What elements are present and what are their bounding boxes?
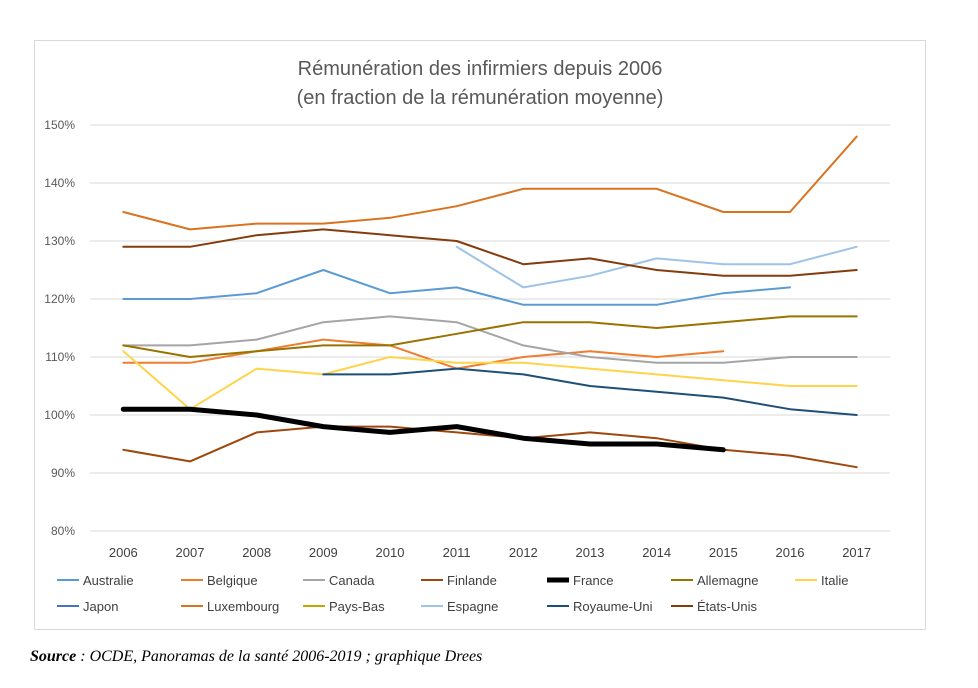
y-tick-label: 110%	[45, 350, 75, 364]
series-line--tats-unis	[122, 228, 858, 277]
legend-label: Finlande	[447, 573, 497, 588]
series-line-finlande	[122, 425, 858, 469]
legend-label: Allemagne	[697, 573, 758, 588]
series-line-luxembourg	[122, 135, 858, 231]
legend-label: Italie	[821, 573, 848, 588]
series-line-italie	[122, 350, 858, 411]
legend-label: Japon	[83, 599, 118, 614]
x-tick-label: 2011	[443, 545, 471, 560]
legend-label: Belgique	[207, 573, 258, 588]
y-tick-label: 90%	[51, 466, 75, 480]
y-tick-label: 80%	[51, 524, 75, 538]
series-line-canada	[122, 315, 858, 364]
y-tick-label: 140%	[44, 176, 75, 190]
x-tick-label: 2008	[242, 545, 271, 560]
series-line-france	[120, 406, 726, 453]
chart-title: Rémunération des infirmiers depuis 2006	[298, 58, 663, 80]
source-text: : OCDE, Panoramas de la santé 2006-2019 …	[76, 648, 483, 665]
legend: Australie Belgique Canada Finlande France All…	[57, 573, 848, 614]
x-axis-ticks: 2006 2007 2008 2009 2010 2011 2012 2013 2014 2015…	[109, 545, 871, 560]
y-tick-label: 100%	[44, 408, 75, 422]
x-tick-label: 2017	[842, 545, 871, 560]
x-tick-label: 2007	[176, 545, 205, 560]
y-axis-ticks: 80% 90% 100% 110% 120% 130% 140% 150%	[44, 118, 75, 538]
legend-label: États-Unis	[697, 599, 757, 614]
series-line-belgique	[122, 338, 725, 370]
series-line-australie	[122, 269, 791, 306]
x-tick-label: 2016	[776, 545, 805, 560]
x-tick-label: 2006	[109, 545, 138, 560]
x-tick-label: 2013	[576, 545, 605, 560]
legend-label: Pays-Bas	[329, 599, 385, 614]
source-label: Source	[30, 648, 77, 665]
y-tick-label: 130%	[44, 234, 75, 248]
chart-subtitle: (en fraction de la rémunération moyenne)	[297, 87, 664, 109]
x-tick-label: 2015	[709, 545, 738, 560]
legend-label: France	[573, 573, 613, 588]
series-line-espagne	[455, 245, 858, 289]
series-line-allemagne	[122, 315, 858, 358]
x-tick-label: 2012	[509, 545, 538, 560]
legend-label: Espagne	[447, 599, 498, 614]
y-tick-label: 120%	[44, 292, 75, 306]
legend-label: Royaume-Uni	[573, 599, 653, 614]
y-tick-label: 150%	[44, 118, 75, 132]
chart-frame: Rémunération des infirmiers depuis 2006 …	[34, 40, 926, 630]
source-caption: Source : OCDE, Panoramas de la santé 200…	[30, 648, 482, 666]
x-tick-label: 2014	[642, 545, 671, 560]
line-chart: Rémunération des infirmiers depuis 2006 …	[44, 58, 890, 614]
x-tick-label: 2009	[309, 545, 338, 560]
series-lines	[120, 135, 858, 469]
legend-label: Canada	[329, 573, 375, 588]
legend-label: Luxembourg	[207, 599, 279, 614]
series-line-royaume-uni	[322, 367, 858, 416]
legend-label: Australie	[83, 573, 134, 588]
x-tick-label: 2010	[376, 545, 405, 560]
